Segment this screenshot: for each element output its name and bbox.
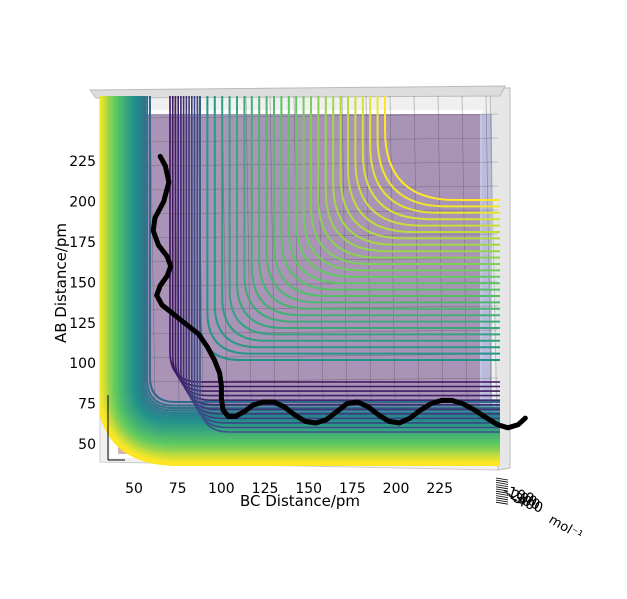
z-tick-mark bbox=[495, 493, 509, 496]
contour-line bbox=[127, 96, 500, 429]
contour-line bbox=[273, 96, 500, 297]
contour-line bbox=[258, 96, 500, 310]
contour-line bbox=[118, 96, 500, 440]
contour-lines bbox=[100, 96, 500, 466]
y-tick-label: 75 bbox=[78, 397, 96, 413]
z-tick-labels: -100-200-300-400 bbox=[495, 477, 545, 517]
x-tick-label: 125 bbox=[252, 481, 279, 497]
y-tick-label: 225 bbox=[69, 154, 96, 170]
contour-line bbox=[106, 96, 500, 454]
y-axis-label: AB Distance/pm bbox=[52, 223, 70, 343]
contour-line bbox=[117, 96, 500, 441]
contour-line bbox=[136, 96, 500, 418]
contour-line bbox=[280, 96, 500, 291]
contour-line bbox=[354, 96, 500, 227]
contour-line bbox=[140, 96, 500, 414]
contour-line bbox=[287, 96, 500, 285]
z-tick-mark bbox=[495, 486, 509, 490]
contour-line bbox=[243, 96, 500, 323]
contour-line bbox=[130, 96, 500, 425]
contour-line bbox=[199, 96, 500, 433]
contour-line bbox=[295, 96, 500, 278]
contour-line bbox=[133, 96, 500, 422]
z-tick-mark bbox=[495, 497, 509, 501]
contour-line bbox=[317, 96, 500, 259]
z-tick-mark bbox=[495, 490, 509, 494]
y-tick-label: 175 bbox=[69, 235, 96, 251]
contour-line bbox=[206, 96, 500, 355]
y-tick-label: 125 bbox=[69, 316, 96, 332]
z-tick-mark bbox=[495, 501, 509, 505]
contour-line bbox=[361, 96, 500, 221]
z-axis-label: mol⁻¹ bbox=[546, 512, 585, 543]
x-tick-label: 175 bbox=[339, 481, 366, 497]
x-tick-label: 200 bbox=[383, 481, 410, 497]
contour-line bbox=[126, 96, 500, 430]
contour-line bbox=[142, 96, 500, 412]
contour-line bbox=[384, 96, 500, 201]
z-tick-mark bbox=[495, 484, 509, 487]
y-tick-labels: 50 75 100 125 150 175 200 225 bbox=[69, 154, 96, 453]
contour-line bbox=[302, 96, 500, 272]
contour-line bbox=[146, 96, 500, 407]
contour-line bbox=[107, 96, 500, 453]
z-tick-mark bbox=[495, 488, 509, 492]
contour-line bbox=[144, 96, 500, 409]
top-pane bbox=[89, 85, 506, 99]
z-tick-mark bbox=[495, 479, 509, 483]
contour-line bbox=[112, 96, 500, 447]
contour-line bbox=[129, 96, 500, 427]
contour-line bbox=[123, 96, 500, 434]
x-axis-label: BC Distance/pm bbox=[240, 492, 360, 510]
z-tick-mark bbox=[495, 499, 509, 503]
contour-line bbox=[236, 96, 500, 329]
contour-line bbox=[221, 96, 500, 342]
z-tick-mark bbox=[495, 482, 509, 485]
contour-line bbox=[138, 96, 500, 416]
contour-line bbox=[324, 96, 500, 253]
contour-line bbox=[310, 96, 500, 265]
trajectory-line bbox=[150, 153, 528, 431]
contour-line bbox=[109, 96, 500, 450]
contour-line bbox=[149, 96, 500, 403]
x-tick-label: 100 bbox=[208, 481, 235, 497]
contour-line bbox=[114, 96, 500, 444]
contour-line bbox=[119, 96, 500, 438]
y-tick-label: 50 bbox=[78, 437, 96, 453]
contour-line bbox=[121, 96, 500, 437]
y-tick-label: 200 bbox=[69, 195, 96, 211]
axis-lines bbox=[107, 395, 125, 461]
contour-line bbox=[347, 96, 500, 233]
contour-line bbox=[122, 96, 500, 435]
contour-line bbox=[265, 96, 500, 304]
x-tick-label: 50 bbox=[125, 481, 143, 497]
contour-line bbox=[250, 96, 500, 317]
contour-line bbox=[125, 96, 500, 432]
contour-line bbox=[132, 96, 500, 423]
z-tick-mark bbox=[495, 477, 509, 481]
x-tick-label: 225 bbox=[426, 481, 453, 497]
y-tick-label: 100 bbox=[69, 356, 96, 372]
contour-line bbox=[376, 96, 500, 208]
contour-line bbox=[113, 96, 500, 446]
contour-line bbox=[228, 96, 500, 336]
contour-line bbox=[339, 96, 500, 240]
contour-line bbox=[115, 96, 500, 443]
x-tick-label: 75 bbox=[169, 481, 187, 497]
contour-line bbox=[111, 96, 500, 449]
z-tick-label: -400 bbox=[510, 492, 545, 517]
x-tick-label: 150 bbox=[295, 481, 322, 497]
y-tick-label: 150 bbox=[69, 275, 96, 291]
contour-line bbox=[369, 96, 500, 214]
z-tick-mark bbox=[495, 495, 509, 498]
contour-line bbox=[332, 96, 500, 246]
contour-line bbox=[135, 96, 500, 420]
x-tick-labels: 50 75 100 125 150 175 200 225 bbox=[125, 481, 453, 497]
contour-line bbox=[100, 96, 500, 466]
contour-line bbox=[108, 96, 500, 452]
contour-line bbox=[213, 96, 500, 349]
